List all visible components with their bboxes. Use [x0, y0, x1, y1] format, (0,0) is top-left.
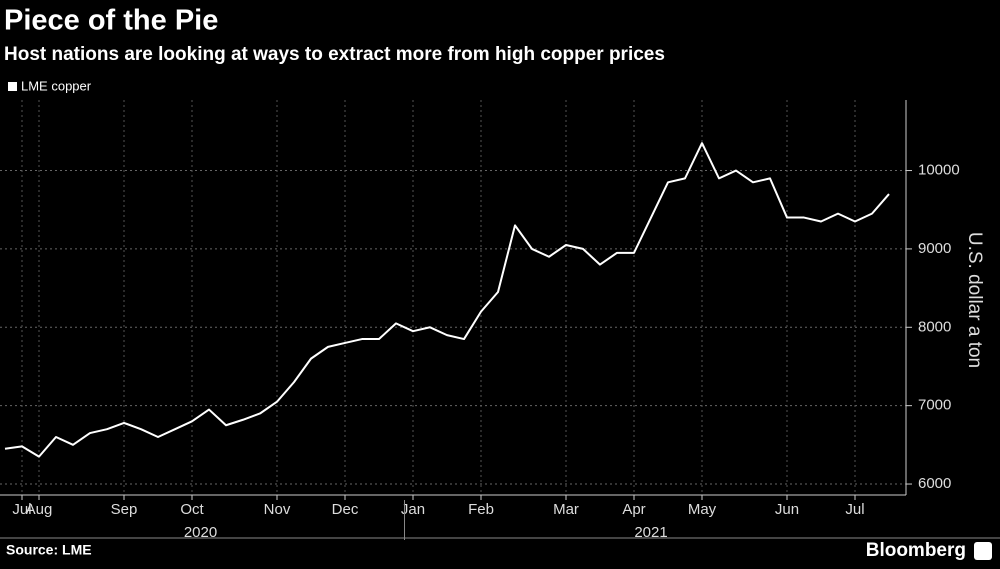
y-tick-label: 6000 [918, 475, 951, 492]
x-tick-label: Jul [845, 501, 864, 518]
brand: Bloomberg [866, 540, 966, 561]
x-tick-label: Nov [264, 501, 291, 518]
x-tick-label: May [688, 501, 717, 518]
legend-swatch [8, 82, 17, 91]
x-tick-label: Sep [111, 501, 138, 518]
x-group-label: 2021 [634, 524, 667, 541]
y-tick-label: 7000 [918, 397, 951, 414]
legend-label: LME copper [21, 78, 92, 93]
brand-icon [974, 542, 992, 560]
chart-subtitle: Host nations are looking at ways to extr… [4, 44, 665, 65]
x-tick-label: Jul [12, 501, 31, 518]
y-tick-label: 8000 [918, 318, 951, 335]
chart-title: Piece of the Pie [4, 5, 218, 37]
line [4, 142, 890, 458]
x-tick-label: Mar [553, 501, 579, 518]
x-tick-label: Dec [332, 501, 359, 518]
source: Source: LME [6, 542, 92, 558]
x-tick-label: Jan [401, 501, 425, 518]
x-group-label: 2020 [184, 524, 217, 541]
x-tick-label: Apr [622, 501, 645, 518]
x-tick-label: Jun [775, 501, 799, 518]
y-tick-label: 10000 [918, 162, 960, 179]
x-tick-label: Oct [180, 501, 204, 518]
y-tick-label: 9000 [918, 240, 951, 257]
y-axis-label: U.S. dollar a ton [964, 232, 985, 368]
x-tick-label: Aug [26, 501, 53, 518]
x-tick-label: Feb [468, 501, 494, 518]
